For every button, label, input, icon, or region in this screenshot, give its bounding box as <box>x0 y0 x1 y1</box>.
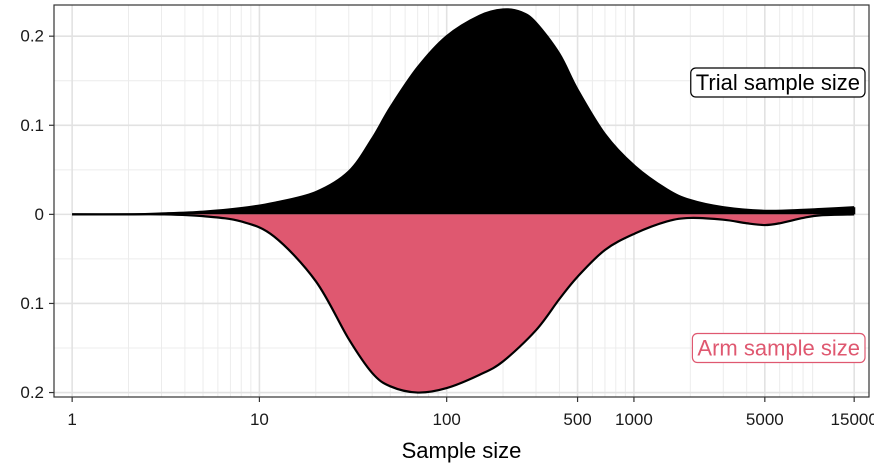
y-tick-label: 0.1 <box>20 116 44 135</box>
x-tick-label: 1 <box>67 410 76 429</box>
density-areas <box>72 8 856 394</box>
series-label-arm: Arm sample size <box>691 332 866 364</box>
x-tick-label: 500 <box>563 410 591 429</box>
label-text: Trial sample size <box>696 70 860 95</box>
x-tick-label: 1000 <box>615 410 653 429</box>
panel-border <box>53 4 870 398</box>
label-text: Arm sample size <box>697 336 860 361</box>
y-tick-label: 0 <box>35 205 44 224</box>
x-tick-label: 5000 <box>746 410 784 429</box>
label-box <box>690 67 866 98</box>
series-label-trial: Trial sample size <box>690 67 866 98</box>
y-tick-label: 0.2 <box>20 27 44 46</box>
x-tick-label: 10 <box>250 410 269 429</box>
density-outline-trial <box>72 8 855 216</box>
y-tick-label: 0.2 <box>20 383 44 402</box>
density-outline-arm <box>72 213 855 394</box>
y-tick-label: 0.1 <box>20 294 44 313</box>
x-tick-label: 100 <box>432 410 460 429</box>
x-axis-title: Sample size <box>402 438 522 463</box>
series-labels: Trial sample size Arm sample size <box>690 67 866 364</box>
density-area-trial <box>72 9 855 215</box>
x-tick-label: 15000 <box>831 410 874 429</box>
label-box <box>691 332 866 364</box>
y-axis-ticks: 0.2 0.1 0 0.1 0.2 <box>20 27 54 402</box>
density-area-arm <box>72 214 855 393</box>
x-axis-ticks: 1 10 100 500 1000 5000 15000 <box>67 397 874 429</box>
